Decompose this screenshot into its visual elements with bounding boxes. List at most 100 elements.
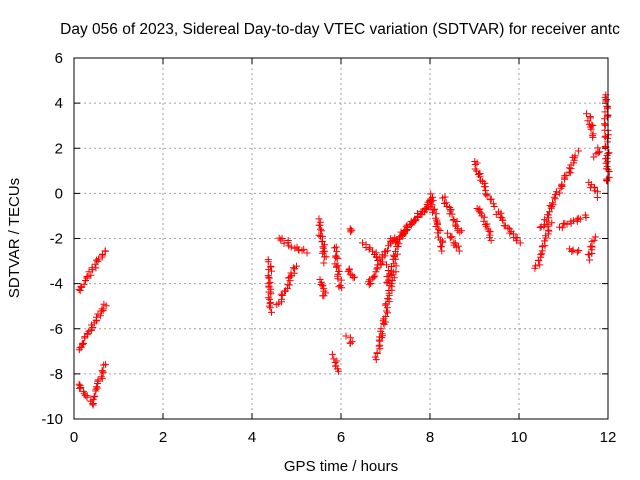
data-point: [277, 290, 285, 298]
data-point: [487, 236, 495, 244]
data-point: [318, 282, 326, 290]
data-point: [539, 242, 547, 250]
data-point: [98, 367, 106, 375]
data-point: [566, 164, 573, 172]
data-point: [583, 110, 590, 118]
data-point: [80, 340, 87, 348]
data-point: [591, 233, 599, 241]
data-point: [584, 117, 592, 125]
data-point: [536, 261, 544, 269]
data-point: [584, 250, 592, 258]
data-point: [335, 367, 342, 375]
data-point: [552, 191, 559, 199]
data-point: [558, 180, 566, 188]
x-tick-label: 10: [511, 429, 528, 446]
data-point: [448, 233, 456, 241]
y-tick-label: 0: [55, 185, 63, 202]
data-point: [83, 393, 91, 401]
data-point: [267, 290, 275, 298]
data-point: [337, 276, 345, 284]
data-point: [98, 374, 106, 382]
data-point: [439, 194, 447, 202]
data-point: [545, 226, 553, 234]
data-point: [601, 120, 609, 128]
data-point: [347, 228, 355, 236]
data-point: [93, 313, 100, 321]
data-point: [303, 249, 311, 257]
y-tick-label: -10: [41, 411, 63, 428]
data-point: [317, 225, 324, 233]
data-point: [458, 227, 466, 235]
data-point: [370, 273, 378, 281]
data-point: [532, 262, 539, 270]
data-point: [384, 294, 392, 302]
data-point: [516, 239, 524, 247]
data-point: [571, 152, 579, 160]
data-point: [549, 199, 556, 207]
data-point: [386, 270, 394, 278]
data-points: [75, 91, 613, 409]
data-point: [486, 196, 494, 204]
data-point: [334, 275, 342, 283]
data-point: [320, 253, 328, 261]
data-point: [576, 215, 584, 223]
data-point: [95, 255, 103, 263]
data-point: [77, 384, 85, 391]
data-point: [348, 338, 356, 346]
y-tick-label: -4: [50, 276, 63, 293]
data-point: [603, 177, 611, 185]
data-point: [382, 247, 390, 255]
y-tick-label: -2: [50, 231, 63, 248]
data-point: [476, 173, 484, 181]
data-point: [373, 349, 381, 357]
plot-frame: [73, 57, 609, 420]
data-point: [317, 281, 325, 288]
x-tick-label: 4: [248, 429, 256, 446]
data-point: [552, 188, 560, 196]
data-point: [546, 208, 553, 216]
data-point: [455, 247, 463, 255]
data-point: [562, 171, 570, 179]
data-point: [456, 228, 464, 236]
data-point: [390, 251, 398, 259]
data-point: [603, 176, 610, 184]
data-point: [285, 281, 293, 289]
data-point: [94, 310, 102, 318]
data-point: [448, 210, 456, 218]
data-point: [265, 273, 273, 281]
data-point: [434, 229, 442, 237]
data-point: [298, 247, 306, 255]
data-point: [381, 301, 389, 309]
data-point: [568, 248, 576, 255]
data-point: [384, 276, 392, 284]
data-point: [83, 273, 91, 281]
data-point: [453, 218, 461, 225]
data-point: [375, 342, 383, 350]
data-point: [589, 133, 597, 141]
data-point: [563, 220, 571, 228]
data-point: [548, 219, 556, 227]
data-point: [346, 270, 354, 278]
data-point: [319, 249, 327, 257]
data-point: [454, 242, 462, 250]
y-tick-label: -6: [50, 321, 63, 338]
data-point: [317, 232, 324, 240]
data-point: [513, 234, 521, 242]
data-point: [447, 206, 455, 213]
data-point: [541, 237, 549, 245]
data-point: [537, 251, 545, 259]
data-point: [332, 253, 340, 261]
data-point: [264, 258, 272, 266]
data-point: [605, 168, 613, 175]
x-tick-label: 8: [426, 429, 434, 446]
data-point: [499, 216, 507, 224]
data-point: [92, 264, 100, 272]
data-point: [504, 224, 512, 232]
data-point: [407, 217, 415, 225]
data-point: [383, 307, 390, 315]
data-point: [333, 357, 341, 365]
data-point: [601, 108, 609, 116]
data-point: [574, 147, 582, 155]
y-tick-label: -8: [50, 366, 63, 383]
